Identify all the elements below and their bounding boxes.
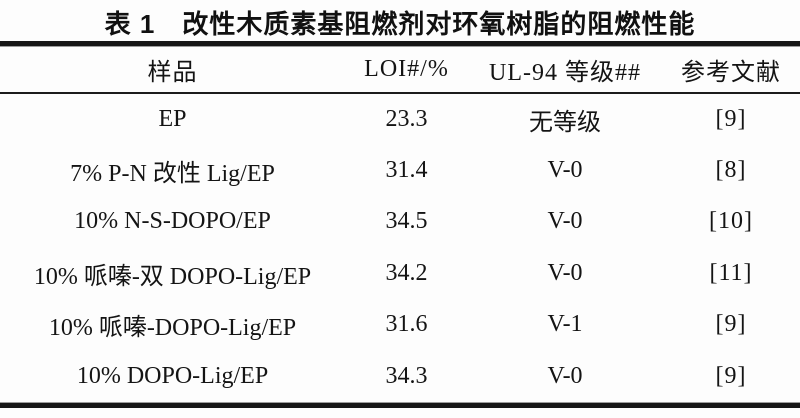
- cell-ul94: V-0: [547, 259, 583, 286]
- cell-loi: 34.3: [385, 362, 428, 389]
- cell-ul94: 无等级: [529, 109, 601, 136]
- cell-sample: 10% N-S-DOPO/EP: [74, 208, 271, 235]
- cell-ul94: V-1: [547, 311, 583, 338]
- cell-sample: 10% 哌嗪-双 DOPO-Lig/EP: [33, 263, 312, 290]
- cell-loi: 34.5: [385, 208, 428, 235]
- flame-retardancy-table: 样品 LOI#/% UL-94 等级## 参考文献 EP 23.3 无等级 [9…: [0, 47, 800, 402]
- cell-reference: [9]: [715, 105, 747, 132]
- table-top-rule: [0, 41, 800, 47]
- cell-loi: 31.4: [385, 156, 428, 183]
- table-bottom-rule: [0, 402, 800, 408]
- header-row: 样品 LOI#/% UL-94 等级## 参考文献: [0, 47, 800, 94]
- table-row: 10% DOPO-Lig/EP 34.3 V-0 [9]: [0, 351, 800, 403]
- cell-reference: [11]: [709, 259, 753, 286]
- cell-sample: EP: [158, 105, 187, 132]
- cell-loi: 23.3: [385, 105, 428, 132]
- table-row: 10% N-S-DOPO/EP 34.5 V-0 [10]: [0, 196, 800, 248]
- column-header-ul94: UL-94 等级##: [468, 47, 662, 94]
- table-row: EP 23.3 无等级 [9]: [0, 93, 800, 145]
- table-row: 10% 哌嗪-双 DOPO-Lig/EP 34.2 V-0 [11]: [0, 248, 800, 300]
- cell-ul94: V-0: [547, 208, 583, 235]
- cell-sample: 7% P-N 改性 Lig/EP: [70, 160, 275, 187]
- table-row: 10% 哌嗪-DOPO-Lig/EP 31.6 V-1 [9]: [0, 299, 800, 351]
- table-body: EP 23.3 无等级 [9] 7% P-N 改性 Lig/EP 31.4 V-…: [0, 93, 800, 402]
- column-header-reference: 参考文献: [662, 47, 800, 94]
- cell-reference: [10]: [709, 208, 753, 235]
- cell-loi: 34.2: [385, 259, 428, 286]
- cell-reference: [9]: [715, 311, 747, 338]
- cell-loi: 31.6: [385, 311, 428, 338]
- table-row: 7% P-N 改性 Lig/EP 31.4 V-0 [8]: [0, 145, 800, 197]
- cell-ul94: V-0: [547, 362, 583, 389]
- column-header-sample: 样品: [0, 47, 345, 94]
- table-header: 样品 LOI#/% UL-94 等级## 参考文献: [0, 47, 800, 94]
- table-title: 表 1 改性木质素基阻燃剂对环氧树脂的阻燃性能: [104, 9, 696, 39]
- cell-sample: 10% DOPO-Lig/EP: [76, 362, 269, 389]
- cell-reference: [9]: [715, 362, 747, 389]
- cell-ul94: V-0: [547, 156, 583, 183]
- cell-sample: 10% 哌嗪-DOPO-Lig/EP: [48, 315, 297, 342]
- cell-reference: [8]: [715, 156, 747, 183]
- column-header-loi: LOI#/%: [345, 47, 468, 94]
